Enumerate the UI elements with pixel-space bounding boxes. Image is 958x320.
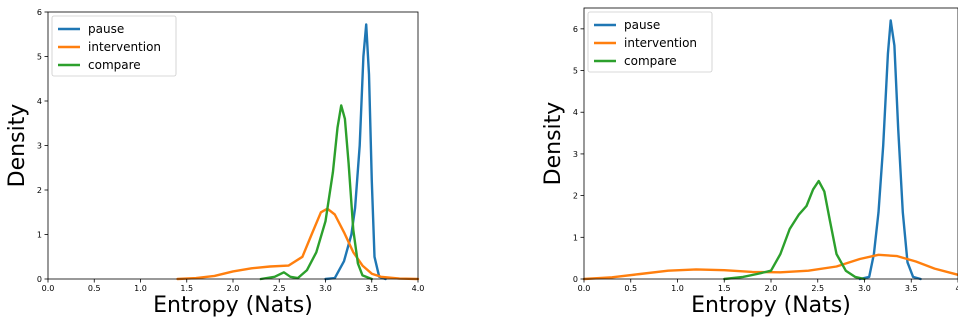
legend-label-intervention: intervention (88, 40, 161, 54)
x-tick-label: 1.5 (718, 284, 731, 293)
legend-box (587, 11, 713, 73)
y-tick-label: 3 (573, 150, 578, 159)
y-tick-label: 1 (573, 233, 578, 242)
y-tick-label: 6 (37, 8, 42, 17)
x-tick-label: 3.5 (905, 284, 918, 293)
x-tick-label: 0.5 (88, 284, 101, 293)
chart-panel-2: 0.0 0.5 1.0 1.5 2.0 2.5 3.0 3.5 4 0 1 2 3 4 5 6 Entropy … (541, 7, 958, 318)
x-tick-label: 4 (955, 284, 958, 293)
y-tick-label: 5 (573, 67, 578, 76)
series-line-pause (324, 23, 387, 281)
x-axis-title: Entropy (Nats) (153, 293, 313, 318)
y-tick-label: 2 (573, 192, 578, 201)
x-tick-label: 0.5 (624, 284, 637, 293)
x-tick-label: 0.0 (578, 284, 591, 293)
series-line-intervention (176, 207, 420, 281)
legend-label-compare: compare (624, 54, 677, 68)
y-axis-title: Density (541, 102, 566, 186)
x-tick-label: 1.5 (180, 284, 193, 293)
legend: pause intervention compare (51, 15, 177, 77)
x-tick-label: 4.0 (412, 284, 425, 293)
series-line-compare (723, 179, 866, 281)
y-tick-label: 0 (37, 275, 42, 284)
x-tick-label: 3.0 (319, 284, 332, 293)
chart-panel-1: 0.0 0.5 1.0 1.5 2.0 2.5 3.0 3.5 4.0 0 1 2 3 4 5 6 Entrop… (5, 8, 424, 318)
y-tick-label: 4 (573, 108, 578, 117)
x-tick-label: 2.0 (227, 284, 240, 293)
y-tick-label: 0 (573, 275, 578, 284)
legend-label-compare: compare (88, 58, 141, 72)
x-tick-label: 2.5 (273, 284, 286, 293)
y-tick-label: 1 (37, 231, 42, 240)
y-tick-label: 2 (37, 186, 42, 195)
legend-label-pause: pause (624, 18, 660, 32)
series-line-intervention (582, 253, 958, 281)
x-tick-label: 2.5 (811, 284, 824, 293)
legend: pause intervention compare (587, 11, 713, 73)
x-tick-label: 2.0 (765, 284, 778, 293)
y-axis-title: Density (5, 104, 30, 188)
y-tick-label: 6 (573, 25, 578, 34)
x-axis-title: Entropy (Nats) (691, 293, 851, 318)
y-tick-label: 3 (37, 142, 42, 151)
legend-label-intervention: intervention (624, 36, 697, 50)
series-line-pause (858, 19, 922, 281)
x-tick-label: 0.0 (42, 284, 55, 293)
y-tick-label: 5 (37, 53, 42, 62)
legend-box (51, 15, 177, 77)
y-tick-label: 4 (37, 97, 42, 106)
x-tick-label: 1.0 (671, 284, 684, 293)
x-tick-label: 3.5 (365, 284, 378, 293)
x-tick-label: 1.0 (134, 284, 147, 293)
legend-label-pause: pause (88, 22, 124, 36)
x-tick-label: 3.0 (858, 284, 871, 293)
series-line-compare (259, 104, 373, 281)
